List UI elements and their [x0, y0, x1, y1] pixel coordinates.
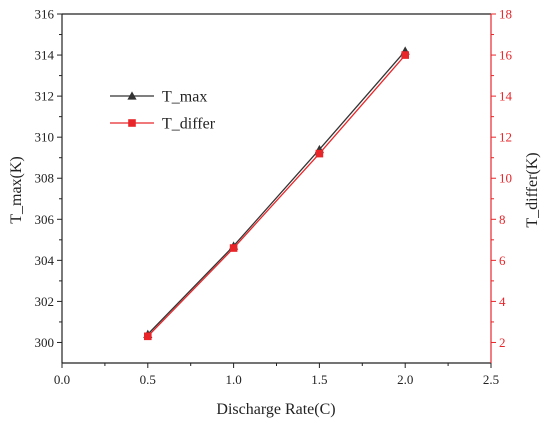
- right-y-tick-label: 14: [499, 89, 513, 104]
- data-point: [144, 332, 152, 341]
- legend-label: T_differ: [162, 116, 216, 133]
- left-y-tick-label: 302: [35, 294, 55, 309]
- left-y-tick-label: 304: [35, 253, 55, 268]
- right-y-tick-label: 10: [499, 171, 512, 186]
- legend-item: T_differ: [110, 116, 216, 133]
- left-y-tick-label: 312: [35, 89, 55, 104]
- left-y-tick-label: 308: [35, 171, 55, 186]
- left-y-axis-title: T_max(K): [8, 156, 25, 224]
- data-point: [315, 149, 324, 158]
- data-point: [229, 244, 238, 252]
- x-tick-label: 2.0: [397, 372, 413, 387]
- left-y-tick-label: 314: [35, 48, 55, 63]
- right-y-tick-label: 6: [499, 253, 506, 268]
- legend-label: T_max: [162, 89, 207, 106]
- right-y-tick-label: 18: [499, 7, 512, 22]
- legend: T_max T_differ: [110, 89, 216, 133]
- x-tick-label: 1.0: [225, 372, 241, 387]
- x-tick-label: 0.0: [54, 372, 70, 387]
- right-y-axis-title: T_differ(K): [524, 152, 541, 227]
- x-tick-label: 2.5: [483, 372, 499, 387]
- right-y-tick-label: 4: [499, 294, 506, 309]
- legend-marker: [128, 119, 136, 127]
- right-y-tick-label: 12: [499, 130, 512, 145]
- right-y-tick-label: 16: [499, 48, 513, 63]
- series-line: [147, 54, 406, 337]
- left-y-tick-label: 310: [35, 130, 55, 145]
- left-y-tick-label: 300: [35, 335, 55, 350]
- legend-item: T_max: [110, 89, 207, 106]
- data-point: [401, 51, 409, 59]
- series-group: [143, 46, 410, 341]
- x-tick-label: 0.5: [140, 372, 156, 387]
- legend-marker: [127, 91, 137, 100]
- right-y-tick-label: 2: [499, 335, 506, 350]
- left-y-tick-label: 306: [35, 212, 55, 227]
- series-t-differ: [144, 51, 409, 341]
- left-y-tick-label: 316: [35, 7, 55, 22]
- x-axis-title: Discharge Rate(C): [216, 401, 335, 418]
- series-line: [147, 50, 406, 335]
- right-y-tick-label: 8: [499, 212, 506, 227]
- axes-group: 0.0 0.5 1.0 1.5 2.0 2.5 300 302 304 306 308 310 312 3…: [35, 7, 513, 388]
- x-tick-label: 1.5: [311, 372, 327, 387]
